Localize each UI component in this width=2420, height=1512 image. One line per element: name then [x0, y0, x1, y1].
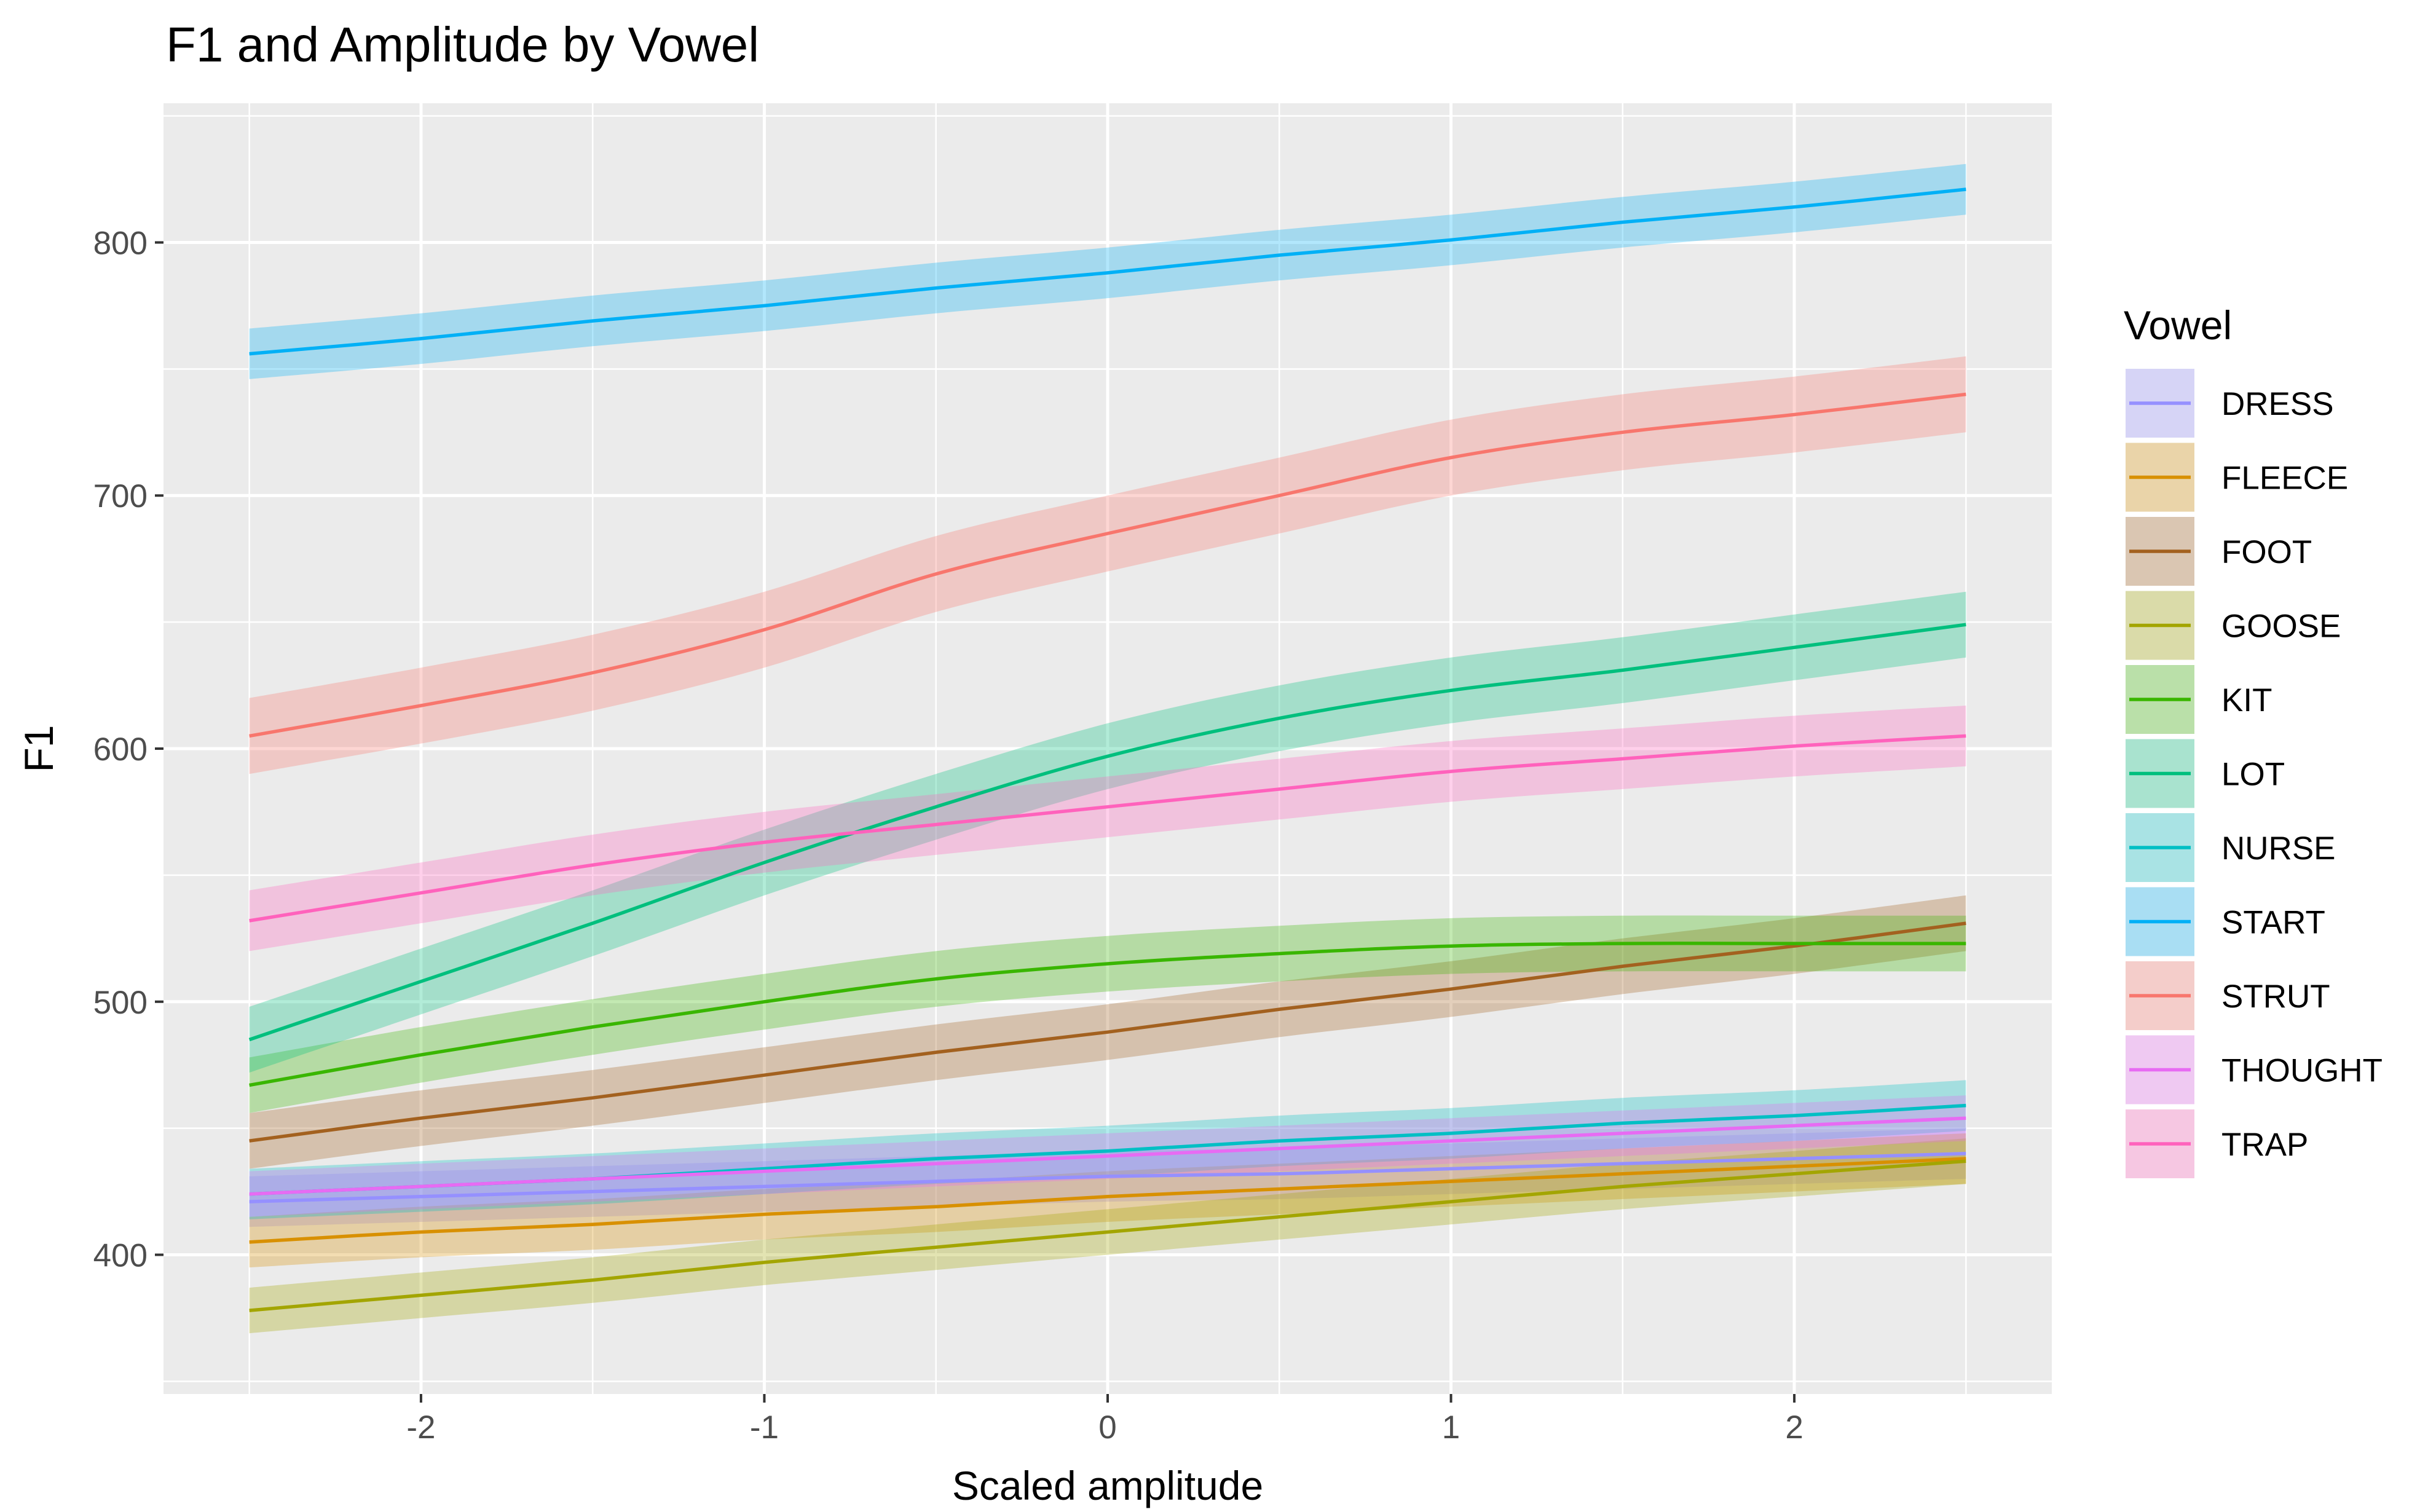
legend-item-foot: FOOT	[2126, 517, 2312, 586]
legend-label-kit: KIT	[2221, 682, 2272, 719]
legend-item-nurse: NURSE	[2126, 813, 2336, 882]
band-trap	[249, 706, 1966, 951]
legend-label-strut: STRUT	[2221, 978, 2330, 1015]
y-tick-label: 800	[93, 225, 148, 261]
y-tick-label: 400	[93, 1238, 148, 1274]
legend-item-strut: STRUT	[2126, 961, 2330, 1030]
line-strut	[249, 392, 1966, 738]
y-axis-title: F1	[16, 725, 61, 772]
legend-label-goose: GOOSE	[2221, 608, 2341, 645]
band-goose	[249, 1138, 1966, 1334]
x-axis: -2 -1 0 1 2	[406, 1394, 1803, 1446]
x-tick-label: -1	[750, 1409, 779, 1446]
legend-item-start: START	[2126, 887, 2325, 956]
legend-label-fleece: FLEECE	[2221, 460, 2348, 497]
legend-item-goose: GOOSE	[2126, 591, 2341, 660]
legend-label-thought: THOUGHT	[2221, 1053, 2383, 1089]
legend: Vowel DRESS FLEECE FOOT GOOSE KIT LOT NURSE STA…	[2124, 302, 2383, 1178]
line-dress	[249, 1152, 1966, 1203]
legend-label-start: START	[2221, 905, 2325, 941]
legend-item-trap: TRAP	[2126, 1109, 2308, 1178]
legend-label-nurse: NURSE	[2221, 830, 2336, 867]
chart-title: F1 and Amplitude by Vowel	[166, 17, 759, 72]
legend-item-thought: THOUGHT	[2126, 1035, 2383, 1104]
legend-item-lot: LOT	[2126, 739, 2285, 808]
y-tick-label: 600	[93, 731, 148, 768]
line-lot	[248, 623, 1966, 1042]
x-tick-label: -2	[406, 1409, 435, 1446]
x-axis-title: Scaled amplitude	[952, 1463, 1263, 1508]
line-kit	[249, 942, 1966, 1087]
line-foot	[249, 921, 1966, 1143]
legend-label-trap: TRAP	[2221, 1127, 2308, 1163]
band-kit	[249, 915, 1966, 1113]
legend-label-foot: FOOT	[2221, 534, 2312, 570]
series-lines	[248, 187, 1966, 1312]
line-goose	[249, 1159, 1966, 1312]
x-tick-label: 0	[1098, 1409, 1116, 1446]
line-trap	[249, 734, 1966, 923]
y-axis: 400 500 600 700 800	[93, 225, 164, 1274]
band-lot	[249, 591, 1966, 1073]
line-start	[249, 187, 1966, 356]
line-fleece	[249, 1157, 1966, 1244]
x-tick-label: 2	[1785, 1409, 1803, 1446]
legend-title: Vowel	[2124, 302, 2232, 348]
legend-label-lot: LOT	[2221, 757, 2285, 793]
legend-item-kit: KIT	[2126, 665, 2272, 734]
legend-label-dress: DRESS	[2221, 386, 2334, 422]
legend-items: DRESS FLEECE FOOT GOOSE KIT LOT NURSE START STRU…	[2126, 369, 2383, 1178]
y-tick-label: 700	[93, 478, 148, 514]
y-tick-label: 500	[93, 985, 148, 1021]
x-tick-label: 1	[1442, 1409, 1460, 1446]
band-strut	[249, 356, 1966, 774]
line-thought	[249, 1116, 1966, 1196]
legend-item-fleece: FLEECE	[2126, 443, 2348, 512]
legend-item-dress: DRESS	[2126, 369, 2334, 438]
